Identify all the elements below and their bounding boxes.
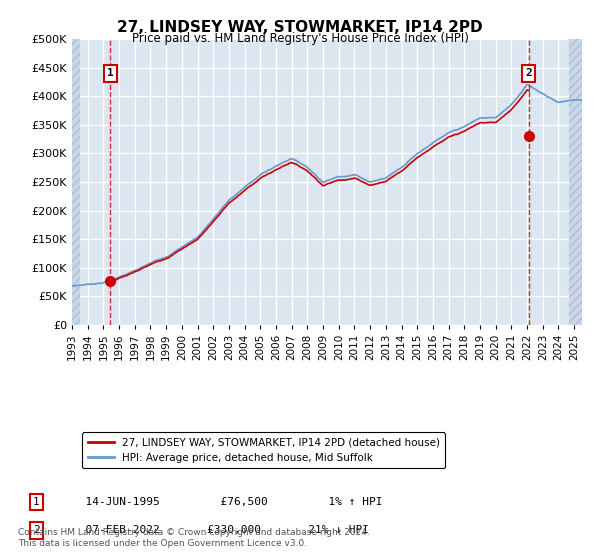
Text: 14-JUN-1995         £76,500         1% ↑ HPI: 14-JUN-1995 £76,500 1% ↑ HPI [72, 497, 383, 507]
Text: 27, LINDSEY WAY, STOWMARKET, IP14 2PD: 27, LINDSEY WAY, STOWMARKET, IP14 2PD [117, 20, 483, 35]
Bar [72, 39, 83, 325]
Text: 1: 1 [33, 497, 40, 507]
Text: Contains HM Land Registry data © Crown copyright and database right 2024.
This d: Contains HM Land Registry data © Crown c… [18, 528, 370, 548]
Text: 2: 2 [33, 525, 40, 535]
Text: 1: 1 [107, 68, 114, 78]
Text: 07-FEB-2022       £330,000       21% ↓ HPI: 07-FEB-2022 £330,000 21% ↓ HPI [72, 525, 369, 535]
Legend: 27, LINDSEY WAY, STOWMARKET, IP14 2PD (detached house), HPI: Average price, deta: 27, LINDSEY WAY, STOWMARKET, IP14 2PD (d… [82, 432, 445, 468]
Text: Price paid vs. HM Land Registry's House Price Index (HPI): Price paid vs. HM Land Registry's House … [131, 32, 469, 45]
Text: 2: 2 [525, 68, 532, 78]
Bar [72, 39, 80, 325]
Bar [569, 39, 582, 325]
